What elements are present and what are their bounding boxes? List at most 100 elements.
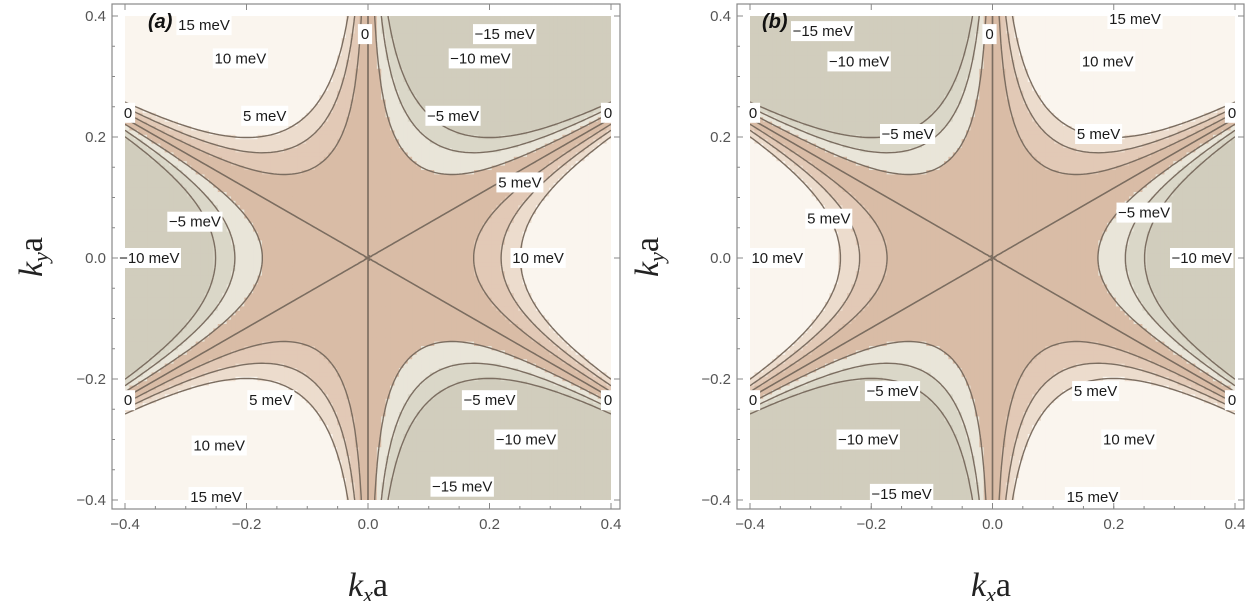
- contour-cell: [129, 381, 135, 387]
- contour-cell: [195, 258, 201, 263]
- contour-cell: [266, 438, 272, 444]
- contour-cell: [279, 187, 285, 193]
- contour-cell: [248, 86, 254, 92]
- contour-cell: [160, 218, 166, 224]
- contour-cell: [244, 196, 250, 202]
- contour-cell: [235, 302, 241, 307]
- contour-cell: [248, 262, 254, 268]
- contour-cell: [231, 372, 237, 378]
- contour-cell: [186, 412, 192, 417]
- contour-cell: [173, 170, 179, 175]
- contour-cell: [164, 73, 170, 79]
- contour-cell: [306, 134, 312, 140]
- contour-cell: [248, 302, 254, 307]
- contour-cell: [257, 293, 263, 299]
- contour-cell: [186, 451, 192, 457]
- contour-cell: [226, 363, 232, 369]
- contour-cell: [253, 152, 259, 158]
- contour-cell: [133, 447, 139, 453]
- contour-cell: [235, 271, 241, 277]
- contour-cell: [301, 60, 307, 65]
- contour-cell: [178, 473, 184, 479]
- contour-cell: [297, 403, 303, 409]
- contour-cell: [239, 244, 245, 250]
- contour-cell: [244, 482, 250, 488]
- contour-cell: [235, 222, 241, 228]
- contour-cell: [292, 55, 298, 61]
- contour-cell: [257, 222, 263, 228]
- contour-cell: [314, 354, 320, 360]
- contour-cell: [147, 90, 153, 96]
- contour-cell: [319, 284, 325, 290]
- contour-cell: [301, 456, 307, 461]
- contour-cell: [275, 209, 281, 215]
- contour-cell: [182, 196, 188, 202]
- contour-cell: [142, 46, 148, 52]
- contour-cell: [125, 324, 131, 329]
- contour-cell: [314, 192, 320, 197]
- contour-cell: [292, 266, 298, 272]
- contour-cell: [147, 134, 153, 140]
- contour-cell: [204, 121, 210, 127]
- contour-cell: [266, 258, 272, 263]
- contour-cell: [288, 33, 294, 39]
- contour-cell: [217, 262, 223, 268]
- contour-cell: [244, 416, 250, 422]
- contour-cell: [195, 99, 201, 105]
- contour-cell: [314, 214, 320, 219]
- contour-cell: [279, 99, 285, 105]
- contour-cell: [301, 86, 307, 92]
- contour-cell: [169, 420, 175, 426]
- contour-cell: [306, 139, 312, 145]
- contour-cell: [284, 429, 290, 435]
- contour-cell: [125, 491, 131, 497]
- contour-cell: [314, 394, 320, 400]
- contour-cell: [248, 148, 254, 153]
- contour-cell: [323, 24, 329, 30]
- contour-cell: [160, 266, 166, 272]
- contour-cell: [155, 495, 161, 500]
- contour-cell: [257, 143, 263, 149]
- contour-cell: [288, 218, 294, 224]
- contour-cell: [191, 200, 197, 206]
- contour-cell: [306, 236, 312, 241]
- contour-cell: [182, 495, 188, 500]
- contour-cell: [275, 227, 281, 233]
- contour-cell: [173, 407, 179, 413]
- contour-cell: [284, 218, 290, 224]
- contour-cell: [200, 117, 206, 123]
- contour-cell: [164, 236, 170, 241]
- contour-cell: [297, 359, 303, 365]
- contour-cell: [288, 38, 294, 43]
- contour-cell: [257, 20, 263, 26]
- contour-cell: [226, 332, 232, 338]
- contour-cell: [284, 306, 290, 312]
- contour-cell: [138, 20, 144, 26]
- contour-cell: [275, 429, 281, 435]
- contour-cell: [138, 240, 144, 246]
- contour-cell: [253, 95, 259, 101]
- contour-cell: [222, 429, 228, 435]
- contour-cell: [129, 86, 135, 92]
- contour-cell: [284, 192, 290, 197]
- contour-cell: [186, 429, 192, 435]
- contour-cell: [133, 187, 139, 193]
- contour-cell: [160, 324, 166, 329]
- contour-cell: [297, 434, 303, 439]
- contour-cell: [204, 68, 210, 74]
- contour-cell: [314, 456, 320, 461]
- contour-cell: [261, 354, 267, 360]
- contour-cell: [133, 319, 139, 325]
- contour-cell: [164, 205, 170, 211]
- contour-cell: [270, 451, 276, 457]
- contour-cell: [169, 266, 175, 272]
- contour-cell: [297, 266, 303, 272]
- contour-cell: [195, 46, 201, 52]
- contour-cell: [195, 473, 201, 479]
- contour-cell: [182, 482, 188, 488]
- contour-cell: [195, 82, 201, 87]
- contour-cell: [173, 486, 179, 492]
- contour-cell: [195, 425, 201, 431]
- contour-cell: [306, 64, 312, 70]
